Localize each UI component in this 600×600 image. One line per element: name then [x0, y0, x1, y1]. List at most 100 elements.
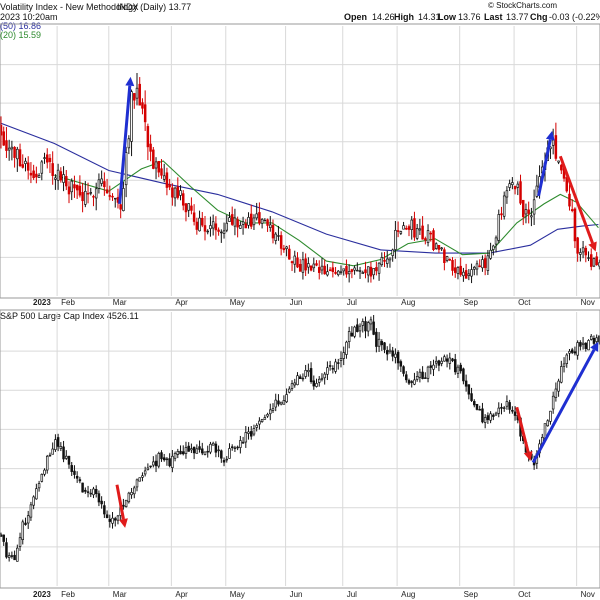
candle-body — [67, 456, 71, 465]
candle-body — [86, 192, 90, 195]
candle — [141, 472, 144, 482]
candle-body — [124, 499, 128, 507]
candle — [84, 487, 87, 494]
candle-body — [502, 407, 506, 409]
candle-body — [511, 409, 514, 412]
candle-body — [271, 408, 275, 411]
trend-arrow-head — [545, 130, 555, 141]
candle — [524, 203, 528, 224]
candle — [162, 163, 166, 183]
candle — [486, 249, 490, 275]
candle-body — [293, 382, 297, 386]
candle — [54, 434, 57, 452]
candle — [171, 449, 174, 473]
trend-arrow-shaft — [515, 406, 530, 453]
x-tick-may: May — [230, 590, 245, 599]
candle-body — [385, 258, 389, 264]
candle-body — [418, 228, 422, 231]
candle — [94, 182, 98, 211]
candle — [434, 242, 438, 250]
candle-body — [309, 265, 313, 271]
candle-body — [21, 521, 25, 540]
candle-body — [230, 446, 234, 448]
x-tick-apr: Apr — [175, 298, 188, 307]
candle — [288, 386, 291, 394]
candle-body — [260, 218, 264, 224]
candle — [252, 214, 256, 231]
candle — [418, 218, 422, 235]
candle — [317, 376, 321, 387]
candle-body — [339, 271, 343, 274]
candle-body — [236, 446, 239, 449]
candle-body — [171, 187, 174, 198]
candle-body — [45, 455, 49, 471]
candle — [244, 219, 248, 229]
candle — [424, 236, 427, 245]
candle-body — [16, 547, 19, 562]
candle-body — [162, 457, 166, 461]
candle-body — [399, 231, 403, 234]
candle — [105, 178, 109, 194]
candle-body — [277, 400, 280, 405]
candle — [236, 216, 239, 238]
candle-body — [432, 364, 435, 370]
candle-body — [356, 269, 359, 272]
candle — [470, 387, 473, 402]
candle-body — [165, 172, 169, 188]
candle — [293, 250, 297, 273]
candle — [473, 399, 476, 408]
candle — [10, 551, 14, 559]
candle-body — [445, 256, 449, 261]
candle-body — [282, 248, 286, 251]
candle-body — [345, 266, 348, 275]
candle — [342, 268, 345, 276]
candle-body — [353, 267, 356, 271]
candle — [290, 260, 294, 272]
candle-body — [445, 358, 449, 362]
candle — [502, 191, 506, 220]
candle — [464, 263, 468, 279]
candle-body — [502, 195, 506, 217]
candle — [296, 372, 299, 386]
x-tick-apr: Apr — [175, 590, 188, 599]
candle-body — [70, 180, 73, 193]
candle-body — [252, 217, 256, 226]
trend-arrow-shaft — [558, 155, 594, 244]
candle — [100, 496, 103, 509]
candle — [426, 224, 430, 247]
candle — [176, 177, 180, 200]
candle — [81, 482, 84, 493]
candle-body — [285, 394, 288, 403]
candle — [217, 445, 220, 458]
candle — [37, 173, 41, 178]
candle-body — [192, 446, 196, 454]
x-tick-mar: Mar — [113, 298, 127, 307]
ohlc-last-label: Last — [484, 12, 503, 22]
candle-body — [241, 441, 245, 444]
candle — [108, 514, 112, 528]
candle — [350, 268, 354, 279]
candle — [160, 450, 163, 462]
candle-body — [10, 555, 14, 557]
candle-body — [16, 148, 19, 160]
candle-body — [356, 324, 359, 332]
candle-body — [527, 209, 530, 214]
candle-body — [500, 406, 503, 409]
candle — [211, 441, 215, 446]
candle-body — [222, 230, 226, 234]
candle-body — [519, 181, 522, 204]
candle-body — [475, 263, 479, 270]
candle — [492, 244, 495, 256]
candle-body — [451, 260, 454, 271]
candle — [470, 263, 473, 284]
spx-title: S&P 500 Large Cap Index 4526.11 — [0, 311, 139, 321]
candle — [45, 148, 49, 169]
candle-body — [304, 370, 307, 377]
candle — [587, 339, 590, 351]
candle — [40, 473, 44, 483]
candle-body — [421, 371, 424, 379]
candle-body — [165, 458, 169, 461]
candle — [377, 262, 381, 281]
candle — [413, 211, 416, 241]
candle — [282, 244, 286, 253]
